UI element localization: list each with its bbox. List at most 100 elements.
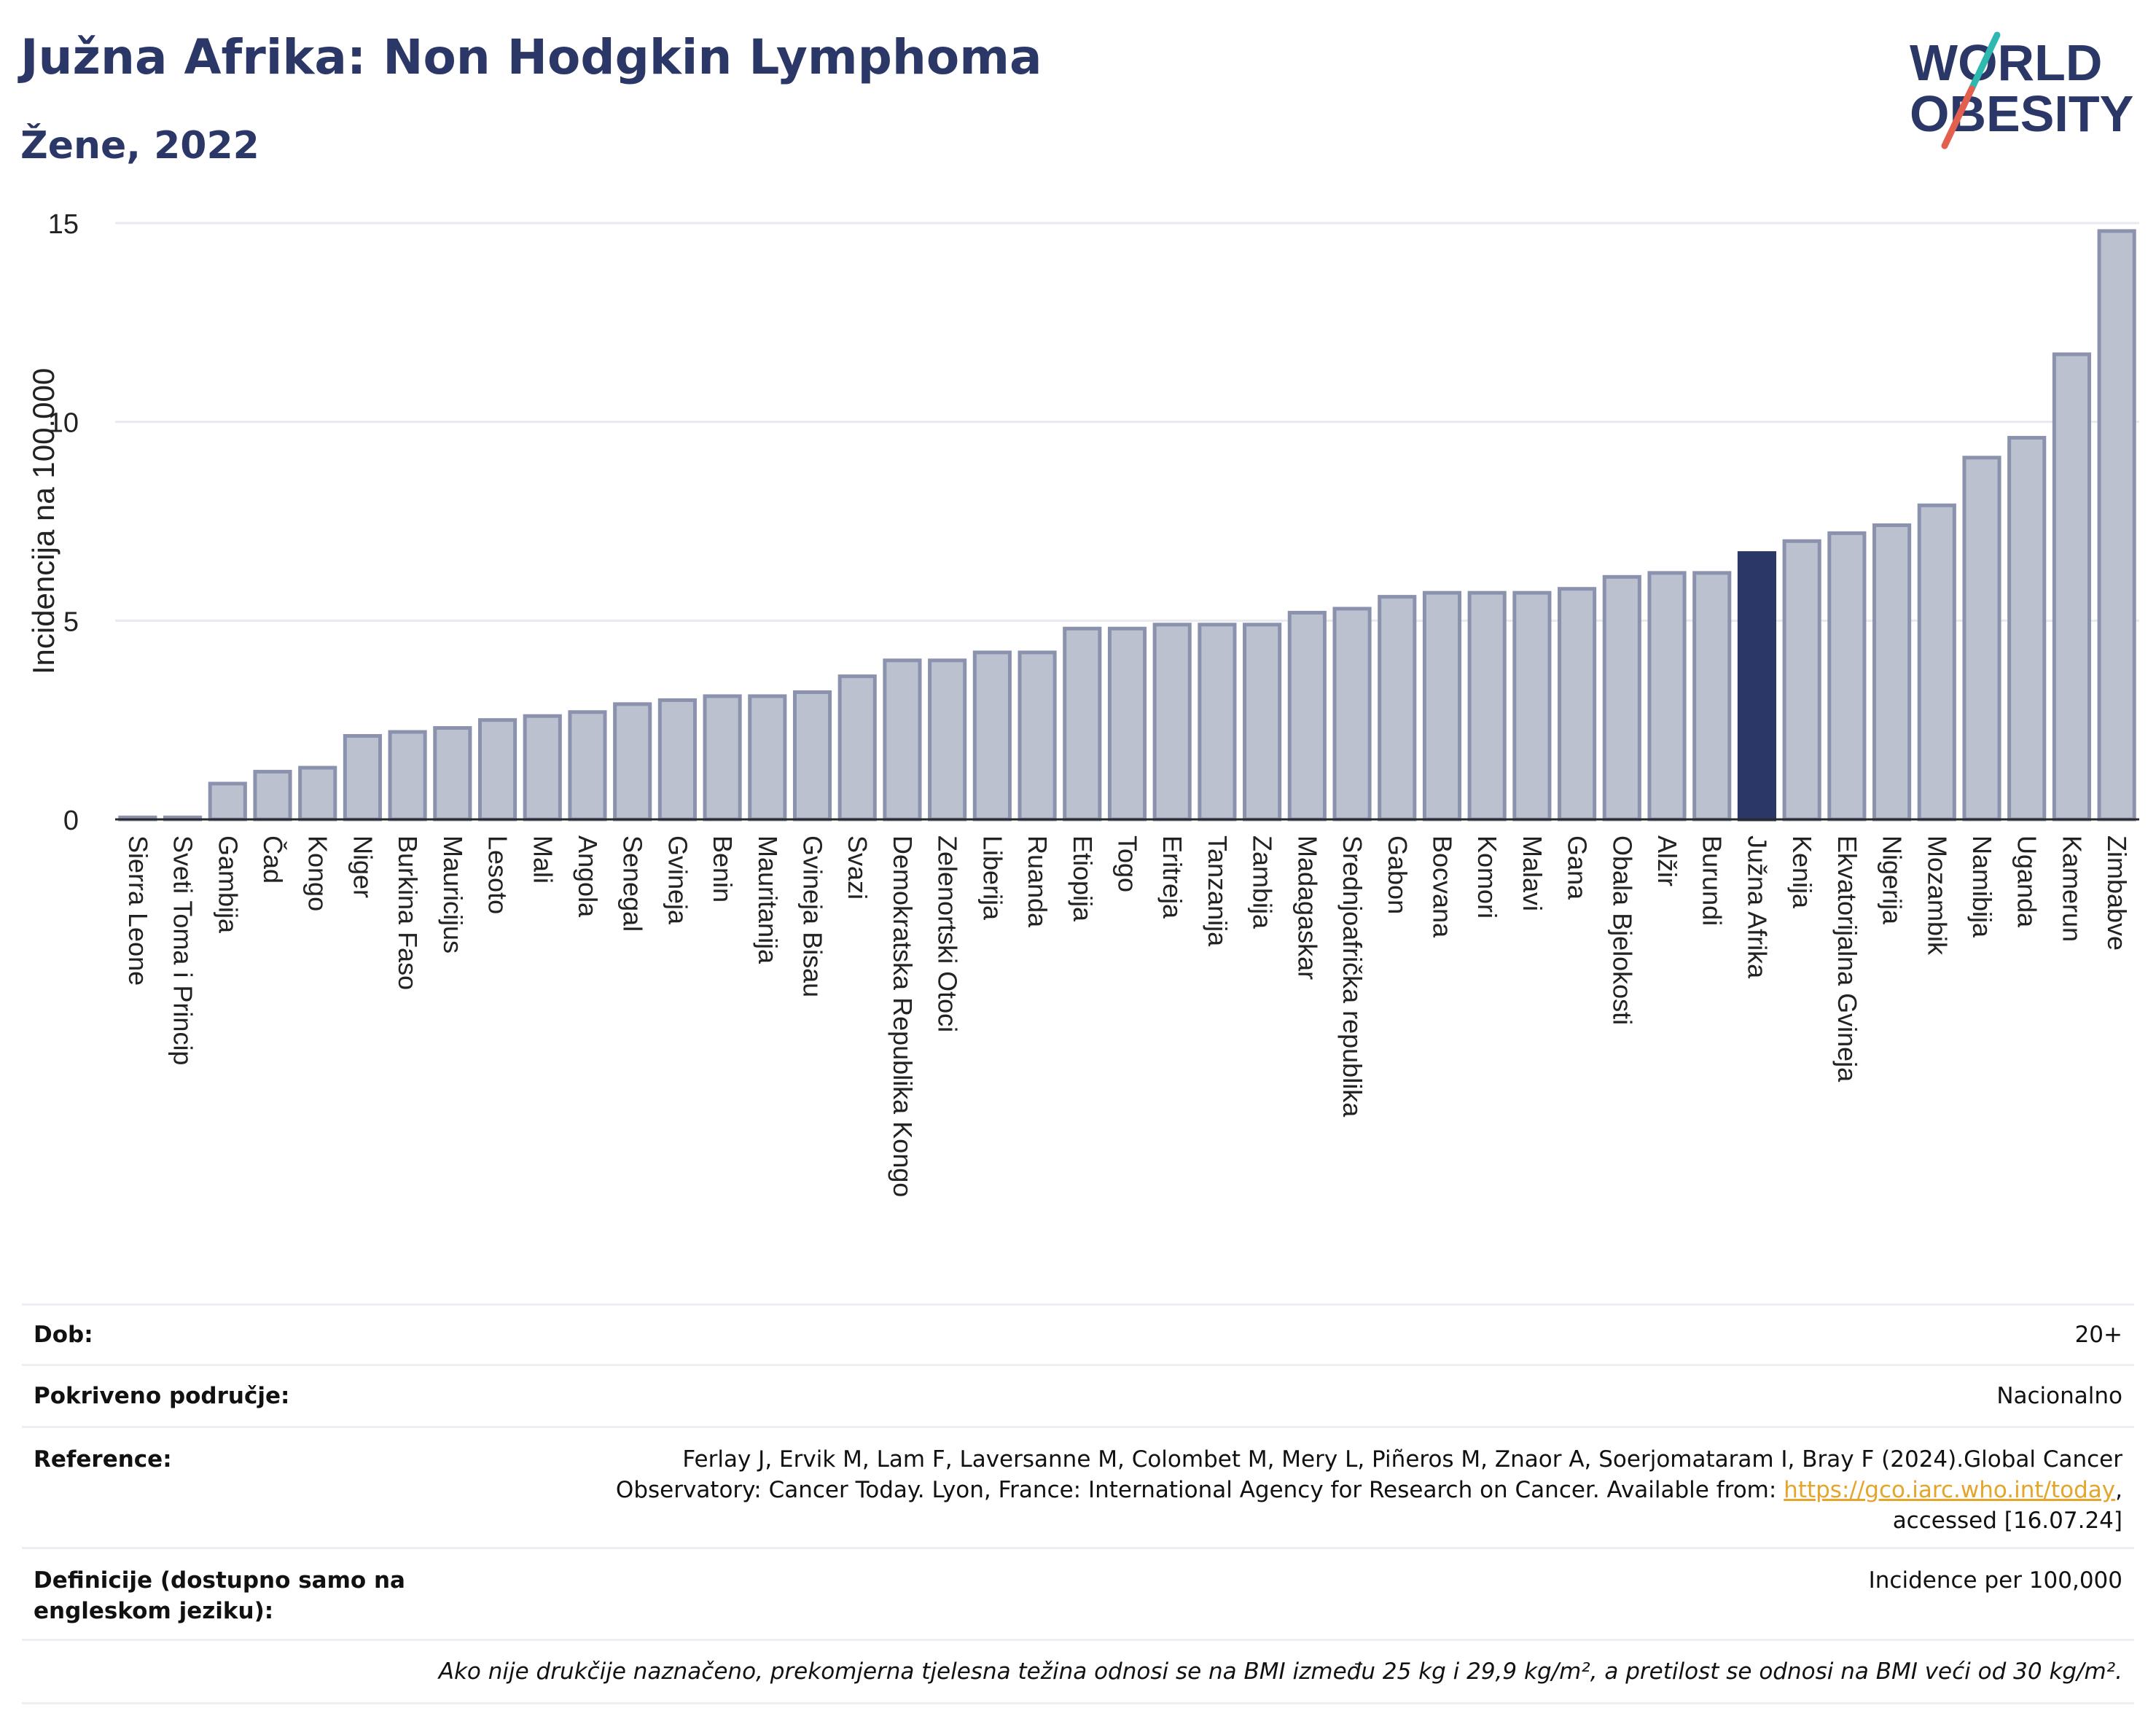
x-tick-label: Gabon xyxy=(1383,835,1413,914)
bar xyxy=(253,770,292,822)
x-tick-label: Mauritanija xyxy=(753,835,783,964)
bar xyxy=(748,694,787,822)
reference-line-3: accessed [16.07.24] xyxy=(1892,1508,2122,1534)
bar xyxy=(613,702,652,822)
x-tick-label: Etiopija xyxy=(1068,835,1098,922)
bmi-note: Ako nije drukčije naznačeno, prekomjerna… xyxy=(438,1658,2122,1685)
bar xyxy=(1692,571,1732,822)
x-tick-label: Kongo xyxy=(303,835,333,911)
x-tick-label: Ekvatorijalna Gvineja xyxy=(1832,835,1862,1083)
bar xyxy=(1512,590,1552,822)
bar xyxy=(477,718,517,822)
bar xyxy=(1737,551,1777,822)
x-tick-label: Gvineja Bisau xyxy=(798,835,828,997)
x-tick-label: Burundi xyxy=(1698,835,1727,926)
bar xyxy=(1872,523,1912,822)
x-tick-label: Kenija xyxy=(1787,835,1817,909)
x-tick-label: Mozambik xyxy=(1922,835,1952,956)
bar xyxy=(1063,626,1102,822)
x-tick-label: Gvineja xyxy=(663,835,692,925)
x-tick-label: Burkina Faso xyxy=(393,835,423,990)
x-tick-label: Uganda xyxy=(2012,835,2042,928)
bar xyxy=(837,674,877,822)
bar xyxy=(1243,623,1282,822)
bar xyxy=(1467,590,1507,822)
definitions-value: Incidence per 100,000 xyxy=(1868,1567,2122,1594)
bar xyxy=(208,781,247,822)
page-subtitle: Žene, 2022 xyxy=(20,124,259,168)
x-tick-label: Angola xyxy=(573,835,603,918)
x-tick-label: Zimbabve xyxy=(2102,835,2132,951)
x-tick-label: Gambija xyxy=(213,835,243,934)
bar xyxy=(1602,574,1641,822)
x-tick-label: Eritreja xyxy=(1157,835,1187,919)
y-tick-label: 0 xyxy=(63,806,79,836)
bar xyxy=(883,658,922,822)
x-tick-label: Malavi xyxy=(1518,835,1547,911)
x-tick-label: Senegal xyxy=(618,835,648,932)
x-tick-label: Komori xyxy=(1472,835,1502,919)
x-tick-label: Zelenortski Otoci xyxy=(933,835,963,1032)
bar xyxy=(1107,626,1147,822)
bar xyxy=(298,765,337,822)
bar xyxy=(1558,587,1597,822)
bar xyxy=(1917,503,1956,822)
world-obesity-logo: WORLD OBESITY xyxy=(1910,31,2133,149)
y-axis-label: Incidencija na 100.000 xyxy=(26,368,60,674)
y-tick-label: 5 xyxy=(63,607,79,637)
reference-value: Ferlay J, Ervik M, Lam F, Laversanne M, … xyxy=(616,1444,2134,1547)
bar xyxy=(1422,590,1462,822)
bar xyxy=(2097,229,2136,822)
bar xyxy=(1152,623,1192,822)
x-tick-label: Namibija xyxy=(1967,835,1997,938)
bar xyxy=(703,694,742,822)
x-tick-label: Madagaskar xyxy=(1292,835,1322,980)
info-row-reference: Reference: Ferlay J, Ervik M, Lam F, Lav… xyxy=(22,1426,2134,1547)
bar xyxy=(792,690,832,822)
info-row-note: Ako nije drukčije naznačeno, prekomjerna… xyxy=(22,1639,2134,1704)
x-tick-label: Zambija xyxy=(1248,835,1278,929)
bar xyxy=(1962,456,2001,822)
bar xyxy=(1378,595,1417,822)
x-tick-label: Tanzanija xyxy=(1203,835,1233,947)
logo-text-world: WORLD xyxy=(1910,34,2102,91)
age-label: Dob: xyxy=(34,1322,93,1348)
bar xyxy=(568,710,607,822)
x-tick-label: Srednjoafrička republika xyxy=(1337,835,1367,1118)
reference-line-1: Ferlay J, Ervik M, Lam F, Laversanne M, … xyxy=(682,1446,2122,1473)
coverage-label: Pokriveno područje: xyxy=(34,1383,290,1409)
x-tick-label: Lesoto xyxy=(483,835,513,914)
info-row-age: Dob: 20+ xyxy=(22,1303,2134,1364)
logo-text-obesity: OBESITY xyxy=(1910,85,2133,142)
bar xyxy=(928,658,967,822)
x-tick-label: Niger xyxy=(348,835,378,898)
reference-link[interactable]: https://gco.iarc.who.int/today xyxy=(1784,1477,2116,1503)
x-tick-label: Togo xyxy=(1113,835,1143,892)
bar-chart: 0 5 10 15 Incidencija na 100.000 Sierra Leone… xyxy=(26,209,2139,1197)
x-tick-label: Ruanda xyxy=(1023,835,1052,928)
x-tick-label: Benin xyxy=(708,835,738,902)
x-tick-label: Liberija xyxy=(977,835,1007,921)
page-title: Južna Afrika: Non Hodgkin Lymphoma xyxy=(20,29,1042,85)
y-tick-label: 10 xyxy=(48,408,79,439)
bar xyxy=(1332,607,1372,822)
bar xyxy=(1287,610,1327,822)
reference-comma: , xyxy=(2115,1477,2122,1503)
bar xyxy=(388,730,427,822)
x-tick-label: Obala Bjelokosti xyxy=(1607,835,1637,1025)
definitions-label: Definicije (dostupno samo na engleskom j… xyxy=(34,1567,405,1624)
reference-line-2: Observatory: Cancer Today. Lyon, France:… xyxy=(615,1477,1784,1503)
info-table: Dob: 20+ Pokriveno područje: Nacionalno … xyxy=(22,1303,2134,1704)
x-tick-label: Nigerija xyxy=(1878,835,1907,925)
bar xyxy=(2007,435,2047,822)
bar xyxy=(657,698,697,822)
reference-label: Reference: xyxy=(34,1446,172,1473)
x-tick-label: Sierra Leone xyxy=(123,835,153,986)
x-tick-label: Sveti Toma i Princip xyxy=(168,835,198,1065)
coverage-value: Nacionalno xyxy=(1996,1383,2122,1409)
x-tick-label: Bocvana xyxy=(1427,835,1457,938)
x-tick-label: Svazi xyxy=(843,835,872,900)
info-row-coverage: Pokriveno područje: Nacionalno xyxy=(22,1364,2134,1426)
x-tick-label: Alžir xyxy=(1652,835,1682,886)
bar xyxy=(1827,531,1867,822)
